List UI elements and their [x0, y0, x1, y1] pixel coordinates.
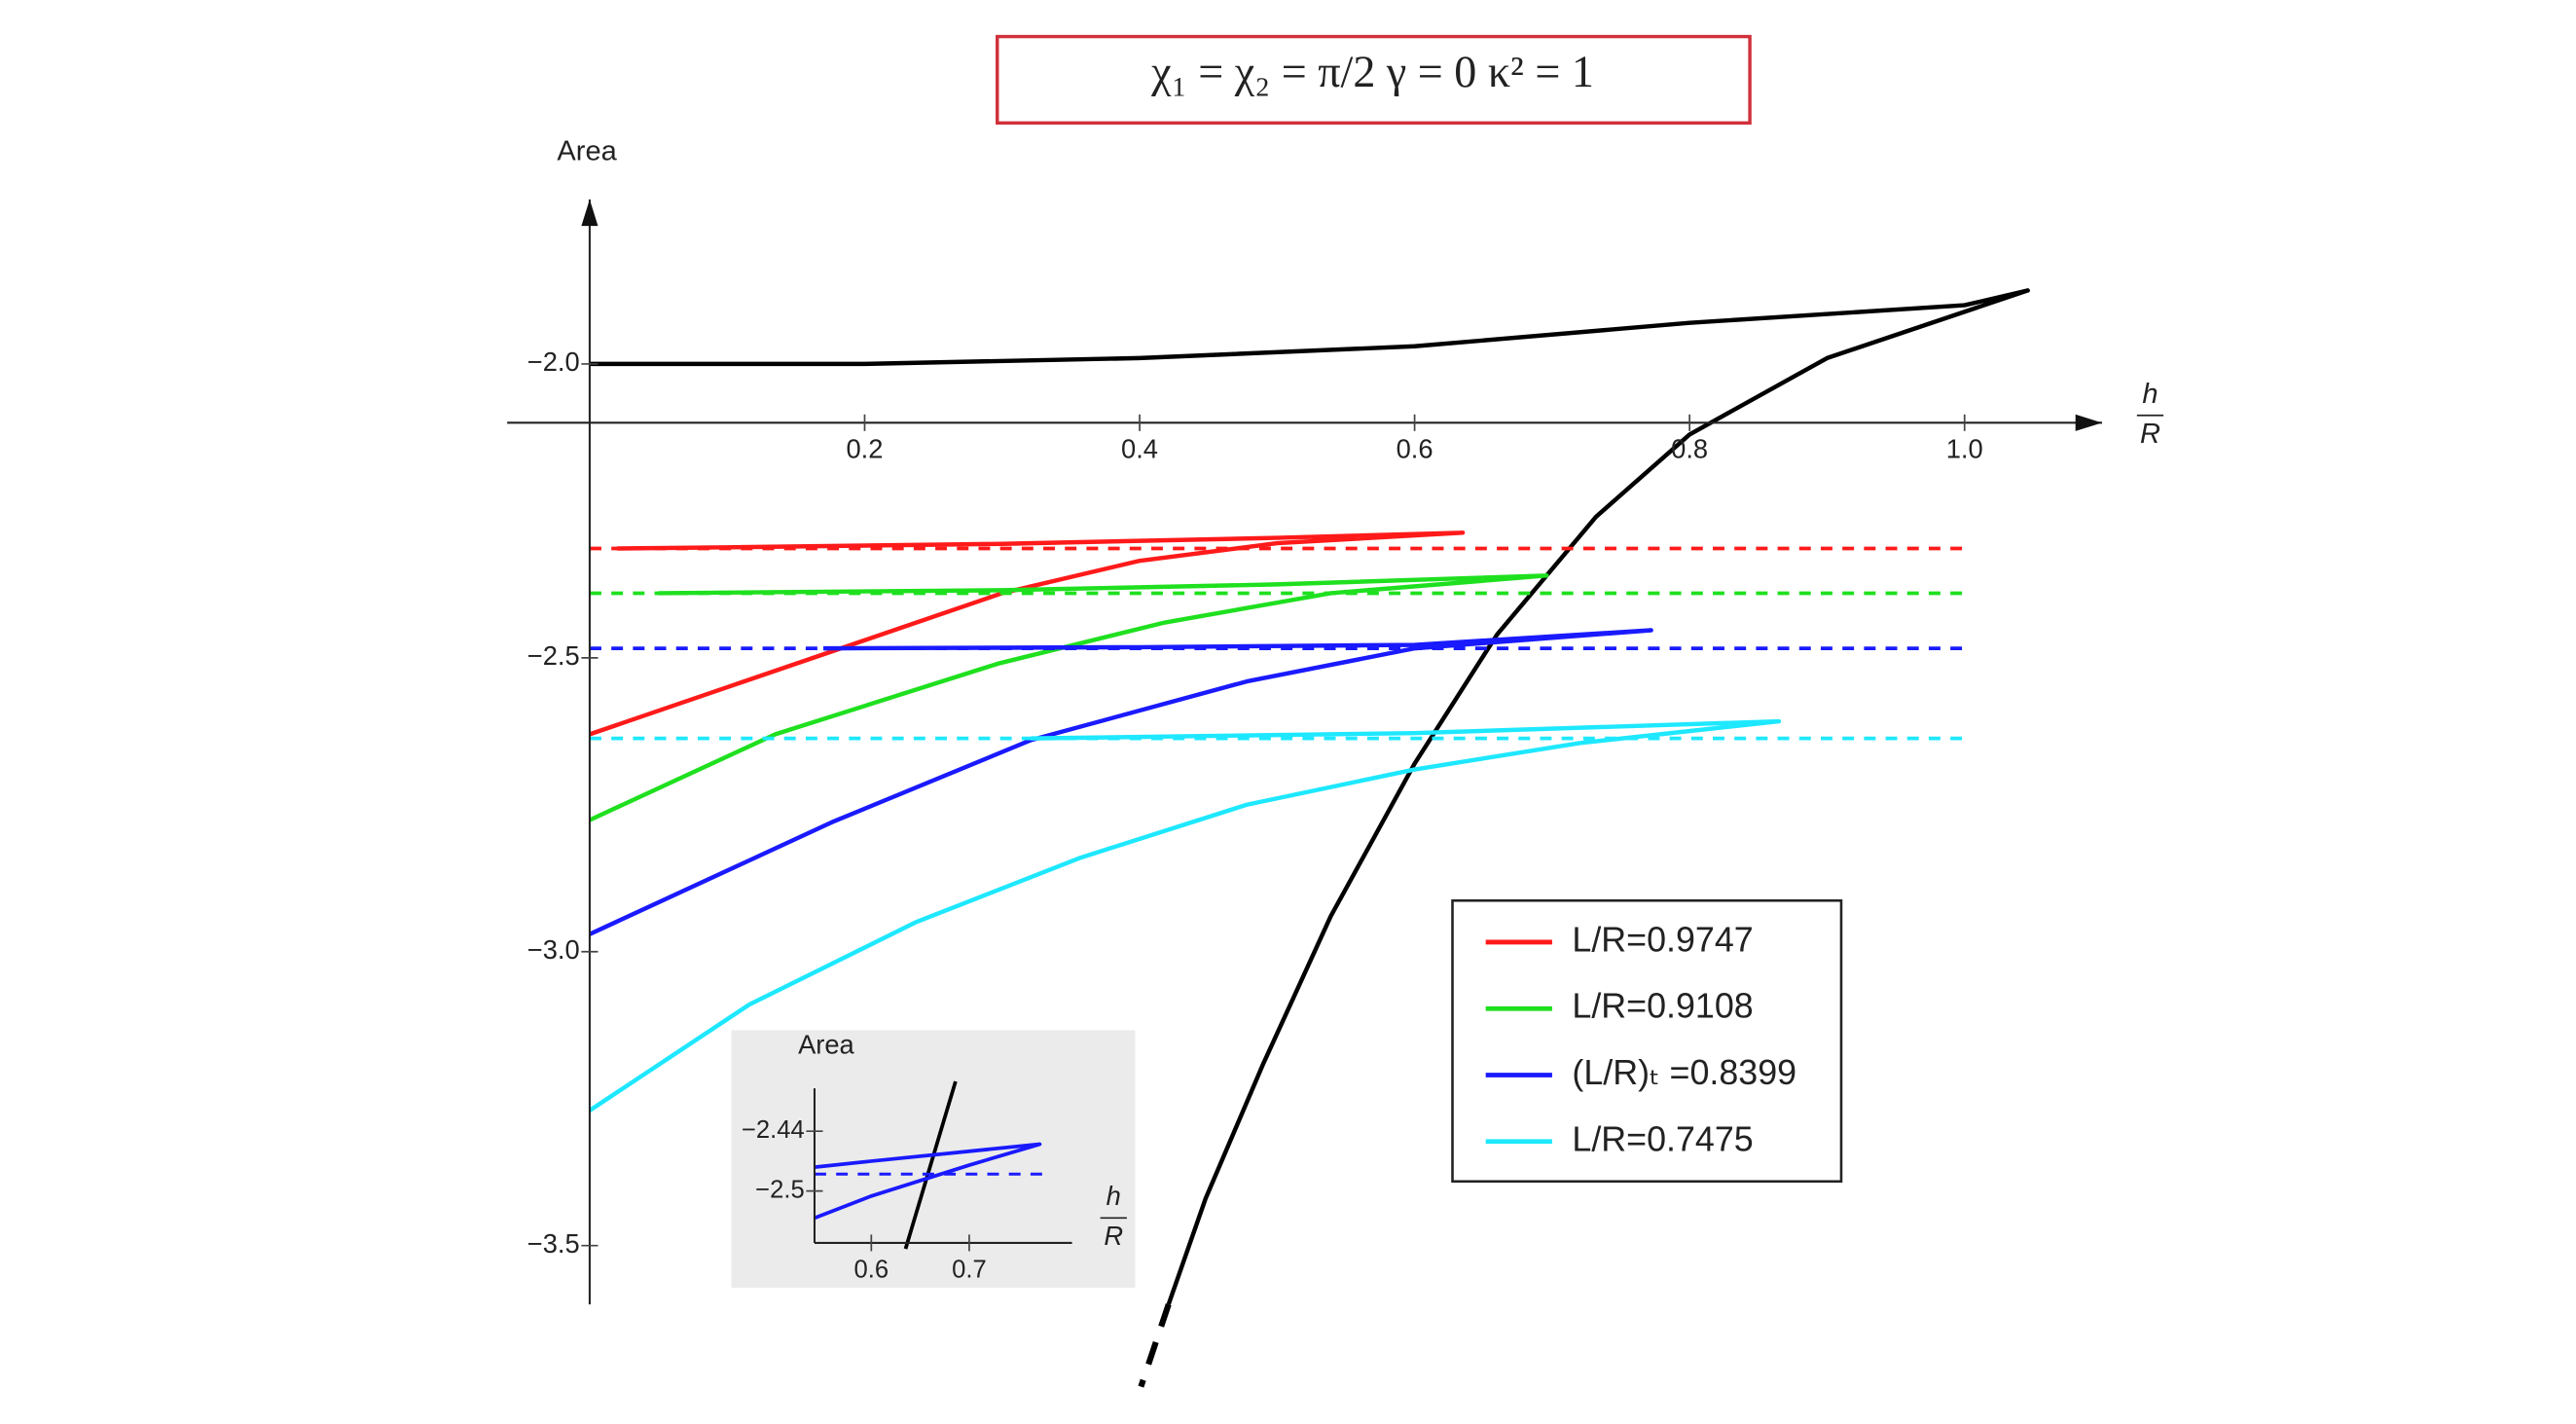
line	[903, 1080, 958, 1250]
line	[589, 530, 1466, 737]
legend-label: L/R=0.9108	[1572, 987, 1753, 1026]
y-tick-label: −2.5	[755, 1176, 805, 1203]
title-box	[996, 34, 1752, 126]
legend-label: L/R=0.9747	[1572, 920, 1753, 959]
x-tick-label: 0.8	[1671, 434, 1708, 464]
y-tick-label: −2.0	[527, 347, 580, 377]
x-axis-label-denominator: R	[1104, 1221, 1123, 1251]
y-tick-label: −3.5	[527, 1228, 580, 1259]
line	[589, 288, 2030, 1305]
x-axis-label-numerator: h	[1107, 1181, 1121, 1211]
x-tick-label: 0.6	[854, 1257, 889, 1284]
x-tick-label: 0.6	[1397, 434, 1433, 464]
legend-label: L/R=0.7475	[1572, 1119, 1753, 1158]
x-axis-label-denominator: R	[2140, 419, 2160, 450]
x-axis-label-numerator: h	[2142, 379, 2158, 410]
x-tick-label: 0.7	[952, 1257, 987, 1284]
dashed-line	[1138, 1303, 1172, 1388]
line	[814, 1142, 1042, 1221]
plot-area	[814, 1080, 1048, 1250]
y-tick-label: −2.5	[527, 640, 580, 671]
plot-area	[588, 288, 2030, 1388]
y-axis-arrow	[581, 199, 599, 227]
legend-label: (L/R)ₜ =0.8399	[1572, 1053, 1796, 1092]
x-tick-label: 1.0	[1946, 434, 1983, 464]
x-axis-arrow	[2075, 414, 2102, 431]
legend-box	[1451, 898, 1843, 1184]
line	[588, 718, 1782, 1113]
y-axis-label: Area	[557, 136, 617, 167]
x-tick-label: 0.2	[847, 434, 884, 464]
y-tick-label: −2.44	[742, 1116, 805, 1144]
line	[589, 628, 1653, 936]
x-tick-label: 0.4	[1121, 434, 1158, 464]
y-tick-label: −3.0	[527, 934, 580, 965]
chart-title: χ₁ = χ₂ = π/2 γ = 0 κ² = 1	[1150, 47, 1594, 96]
y-axis-label: Area	[798, 1030, 854, 1060]
